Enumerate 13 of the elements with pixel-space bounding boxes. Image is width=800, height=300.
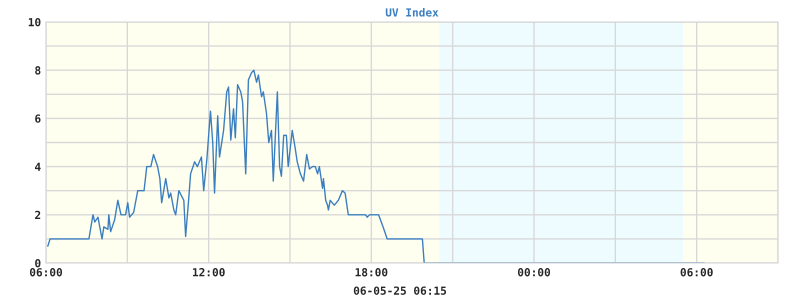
y-tick-label: 10 — [28, 18, 40, 26]
y-tick-label: 2 — [35, 210, 40, 220]
y-tick-label: 6 — [35, 114, 41, 123]
x-tick-label: 18:00 — [356, 268, 388, 276]
x-tick-label: 06:00 — [30, 268, 62, 276]
y-tick-label: 8 — [35, 66, 40, 75]
text: 06-05-25 06:15 — [354, 286, 446, 295]
x-tick-label: 00:00 — [518, 268, 550, 276]
y-tick-label: 0 — [35, 258, 40, 268]
x-tick-label: 12:00 — [192, 268, 225, 276]
x-tick-label: 06:00 — [680, 268, 713, 276]
y-tick-label: 4 — [35, 162, 41, 171]
chart-title: UV Index — [386, 8, 438, 17]
